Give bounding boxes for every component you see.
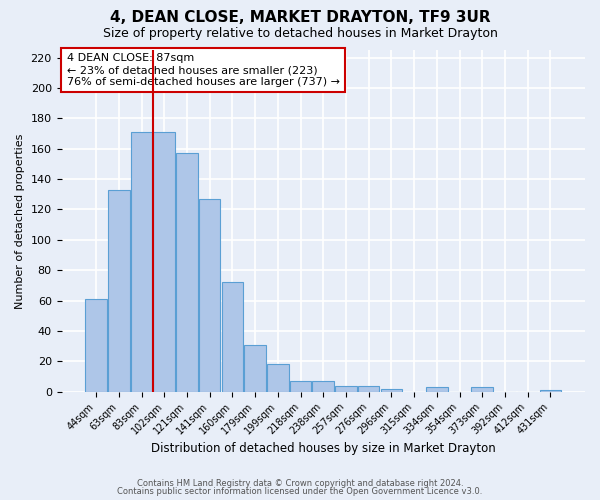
Bar bbox=[221, 282, 243, 392]
Text: 4 DEAN CLOSE: 87sqm
← 23% of detached houses are smaller (223)
76% of semi-detac: 4 DEAN CLOSE: 87sqm ← 23% of detached ho… bbox=[67, 54, 340, 86]
Bar bbox=[358, 386, 379, 392]
Text: Contains public sector information licensed under the Open Government Licence v3: Contains public sector information licen… bbox=[118, 487, 482, 496]
Bar bbox=[539, 390, 561, 392]
Bar bbox=[131, 132, 152, 392]
Bar bbox=[426, 387, 448, 392]
X-axis label: Distribution of detached houses by size in Market Drayton: Distribution of detached houses by size … bbox=[151, 442, 496, 455]
Bar bbox=[380, 388, 402, 392]
Bar bbox=[199, 199, 220, 392]
Bar bbox=[267, 364, 289, 392]
Text: Contains HM Land Registry data © Crown copyright and database right 2024.: Contains HM Land Registry data © Crown c… bbox=[137, 478, 463, 488]
Bar bbox=[85, 299, 107, 392]
Text: 4, DEAN CLOSE, MARKET DRAYTON, TF9 3UR: 4, DEAN CLOSE, MARKET DRAYTON, TF9 3UR bbox=[110, 10, 490, 25]
Bar bbox=[108, 190, 130, 392]
Bar bbox=[154, 132, 175, 392]
Text: Size of property relative to detached houses in Market Drayton: Size of property relative to detached ho… bbox=[103, 28, 497, 40]
Bar bbox=[176, 154, 198, 392]
Bar bbox=[313, 381, 334, 392]
Bar bbox=[472, 387, 493, 392]
Bar bbox=[290, 381, 311, 392]
Y-axis label: Number of detached properties: Number of detached properties bbox=[15, 133, 25, 308]
Bar bbox=[335, 386, 357, 392]
Bar bbox=[244, 344, 266, 392]
